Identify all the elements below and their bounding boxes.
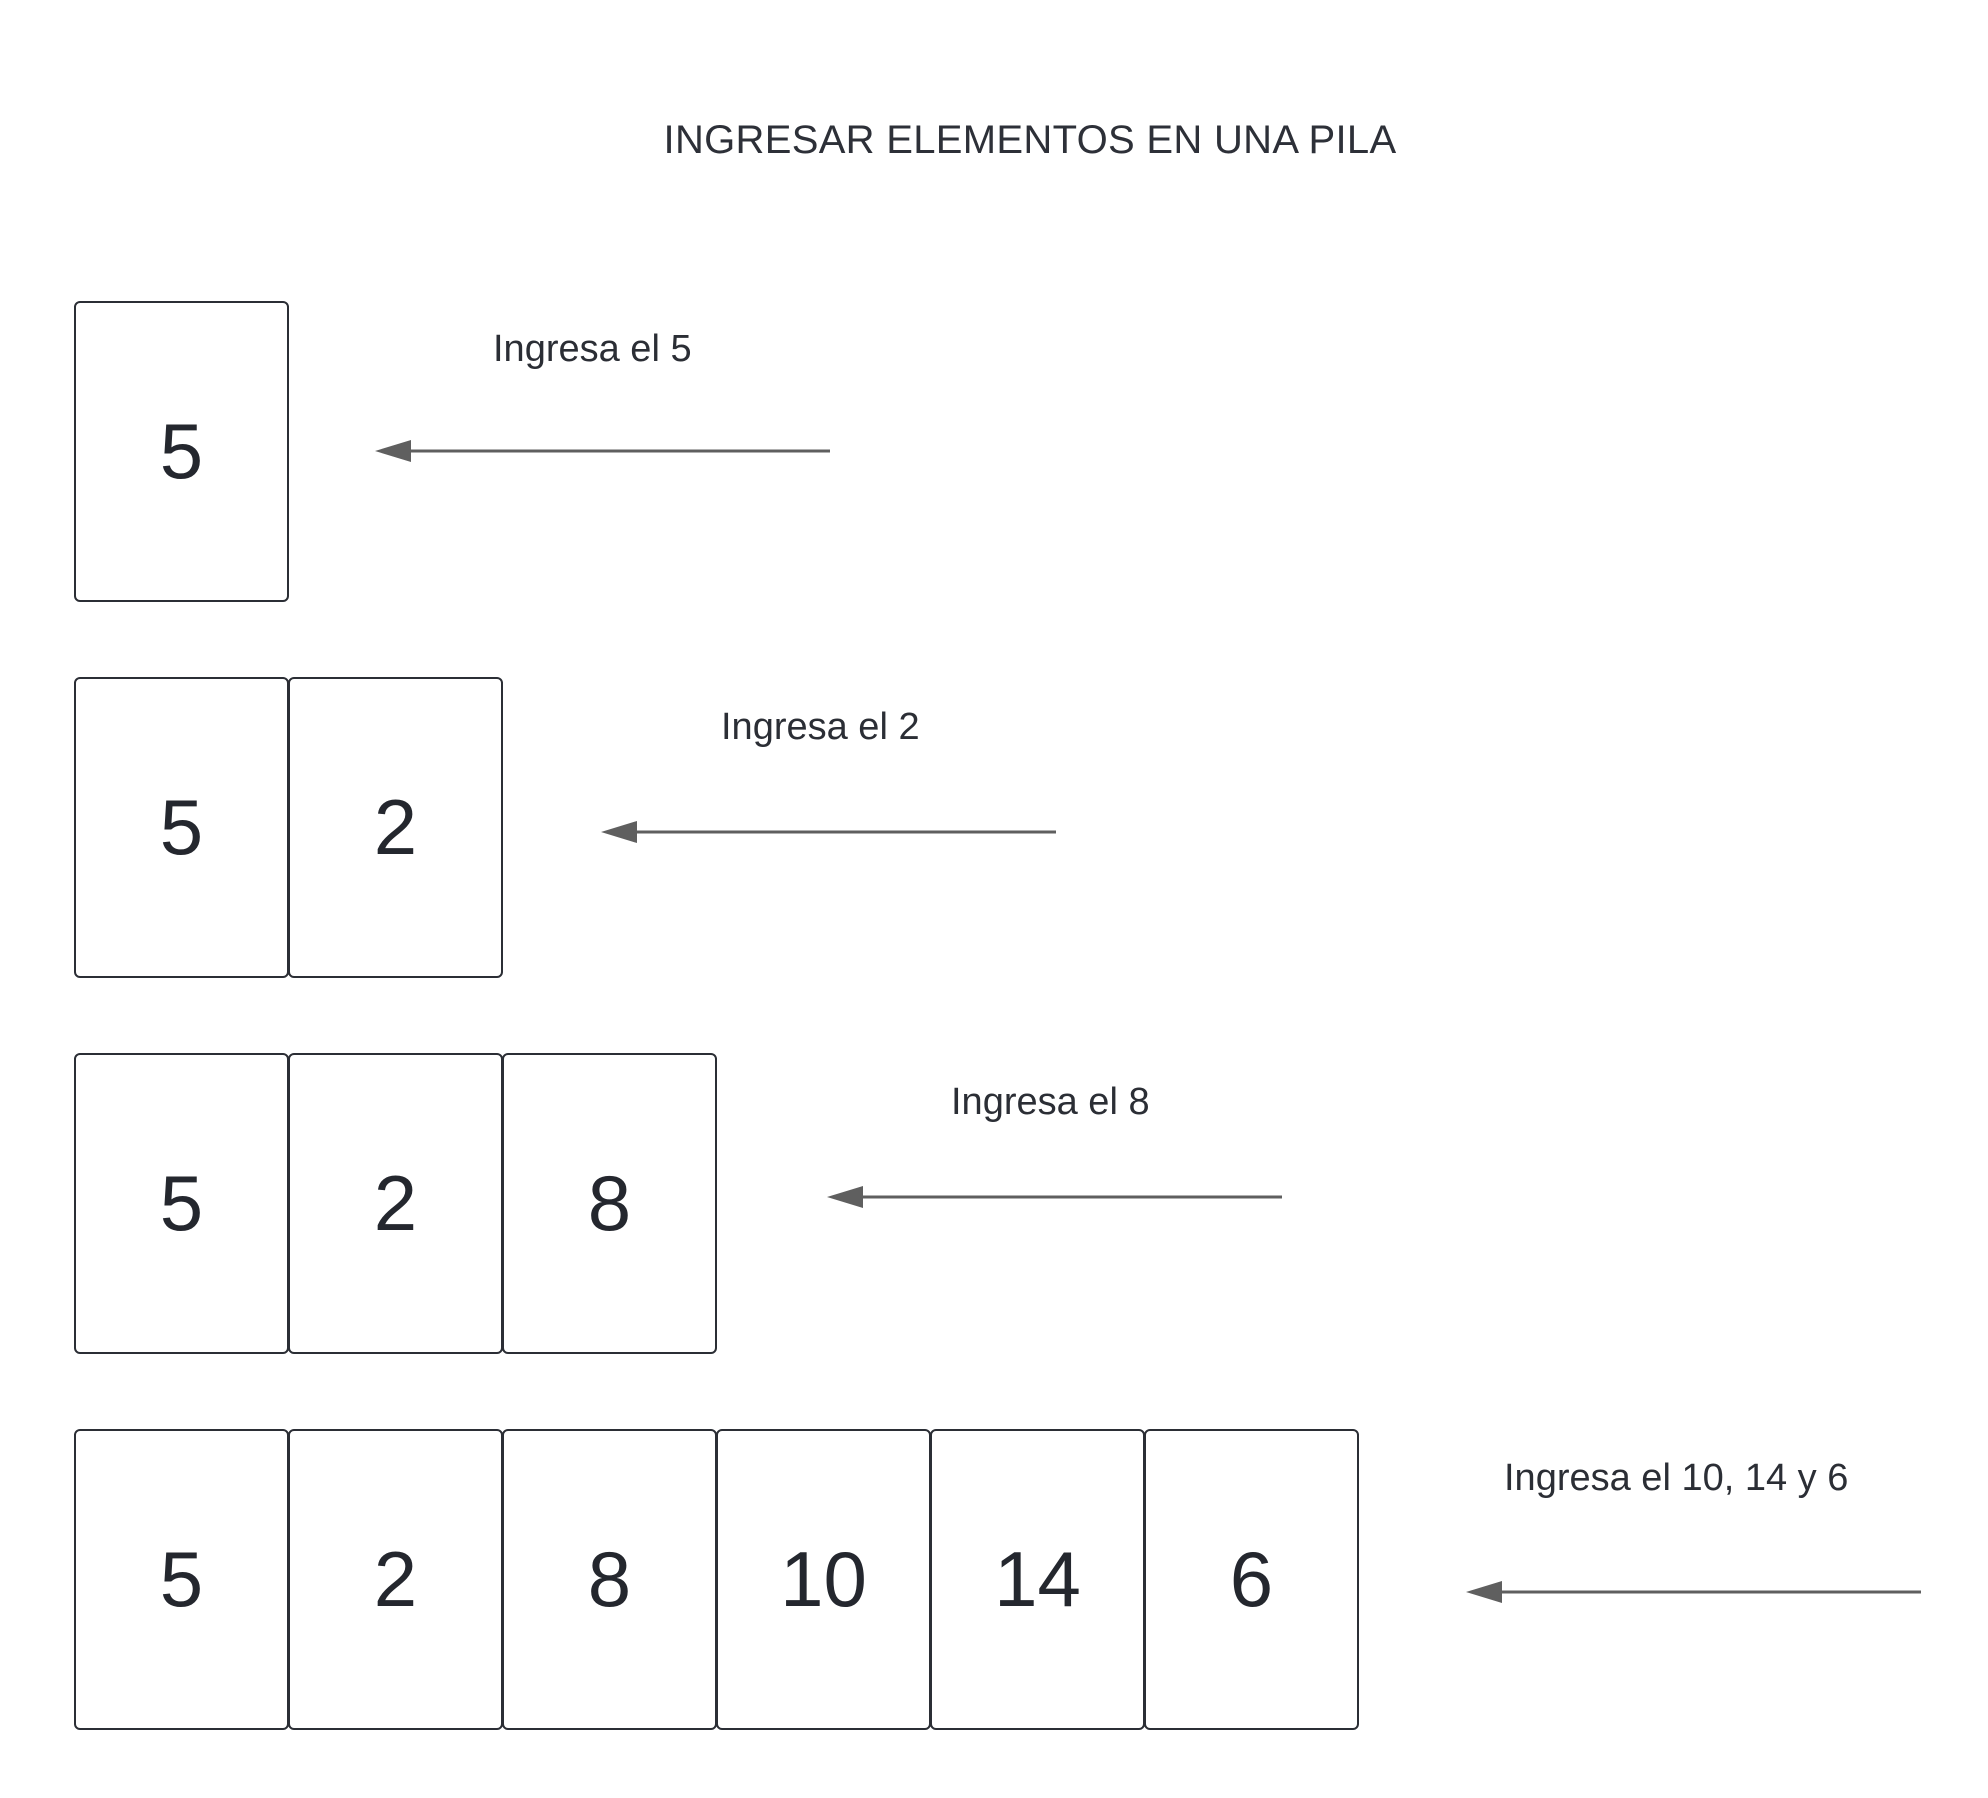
arrow-left-icon <box>827 1182 1282 1212</box>
step-label-1: Ingresa el 5 <box>493 328 692 370</box>
stack-row-4: 5 2 8 10 14 6 <box>74 1429 1359 1730</box>
stack-cell: 2 <box>288 677 503 978</box>
stack-row-1: 5 <box>74 301 289 602</box>
stack-cell: 8 <box>502 1053 717 1354</box>
stack-cell: 2 <box>288 1053 503 1354</box>
stack-cell: 2 <box>288 1429 503 1730</box>
arrow-left-icon <box>601 817 1056 847</box>
stack-cell: 14 <box>930 1429 1145 1730</box>
stack-row-3: 5 2 8 <box>74 1053 717 1354</box>
step-label-4: Ingresa el 10, 14 y 6 <box>1504 1457 1849 1499</box>
page-title: INGRESAR ELEMENTOS EN UNA PILA <box>663 118 1397 162</box>
stack-cell: 5 <box>74 1053 289 1354</box>
stack-cell: 5 <box>74 677 289 978</box>
arrow-left-icon <box>1466 1577 1921 1607</box>
stack-row-2: 5 2 <box>74 677 503 978</box>
stack-cell: 5 <box>74 301 289 602</box>
step-label-2: Ingresa el 2 <box>721 706 920 748</box>
step-label-3: Ingresa el 8 <box>951 1081 1150 1123</box>
arrow-left-icon <box>375 436 830 466</box>
stack-cell: 8 <box>502 1429 717 1730</box>
stack-cell: 6 <box>1144 1429 1359 1730</box>
stack-cell: 10 <box>716 1429 931 1730</box>
stack-cell: 5 <box>74 1429 289 1730</box>
